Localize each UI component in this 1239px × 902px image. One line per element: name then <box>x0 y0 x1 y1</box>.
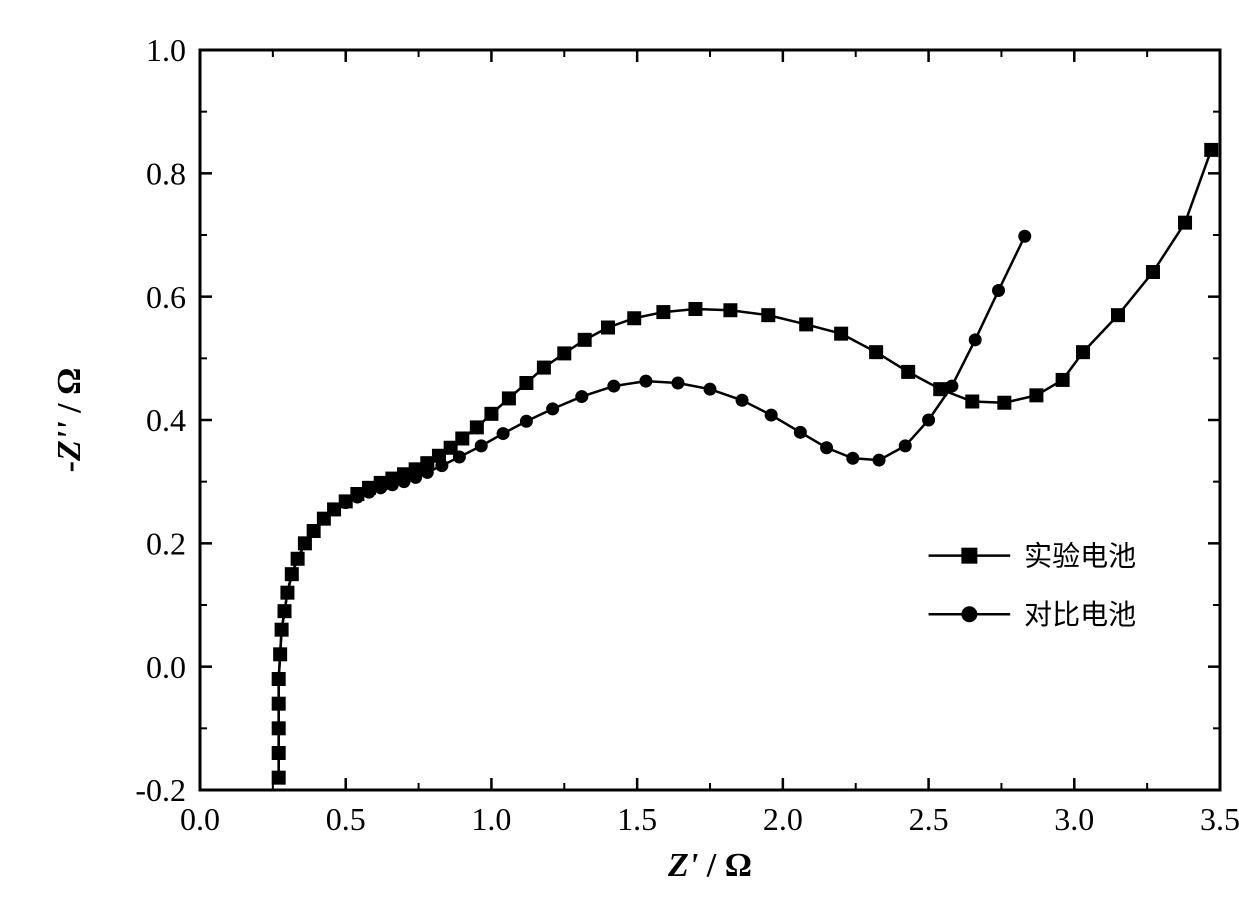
x-tick-label: 0.5 <box>326 801 366 837</box>
x-tick-label: 0.0 <box>180 801 220 837</box>
x-tick-label: 3.0 <box>1054 801 1094 837</box>
x-tick-label: 2.0 <box>763 801 803 837</box>
y-tick-label: 0.0 <box>146 649 186 685</box>
y-tick-label: 1.0 <box>146 32 186 68</box>
x-tick-label: 3.5 <box>1200 801 1239 837</box>
x-tick-label: 1.0 <box>471 801 511 837</box>
x-tick-label: 1.5 <box>617 801 657 837</box>
y-tick-label: 0.4 <box>146 402 186 438</box>
chart-svg: 0.00.51.01.52.02.53.03.5-0.20.00.20.40.6… <box>20 20 1239 882</box>
legend-label: 对比电池 <box>1024 599 1136 631</box>
y-tick-label: 0.2 <box>146 526 186 562</box>
y-axis-label: -Z'' / Ω <box>51 368 88 473</box>
x-axis-label: Z' / Ω <box>667 847 752 882</box>
nyquist-chart: 0.00.51.01.52.02.53.03.5-0.20.00.20.40.6… <box>20 20 1239 882</box>
y-tick-label: 0.8 <box>146 156 186 192</box>
y-tick-label: 0.6 <box>146 279 186 315</box>
y-tick-label: -0.2 <box>135 772 186 808</box>
legend-label: 实验电池 <box>1024 540 1136 572</box>
x-tick-label: 2.5 <box>909 801 949 837</box>
